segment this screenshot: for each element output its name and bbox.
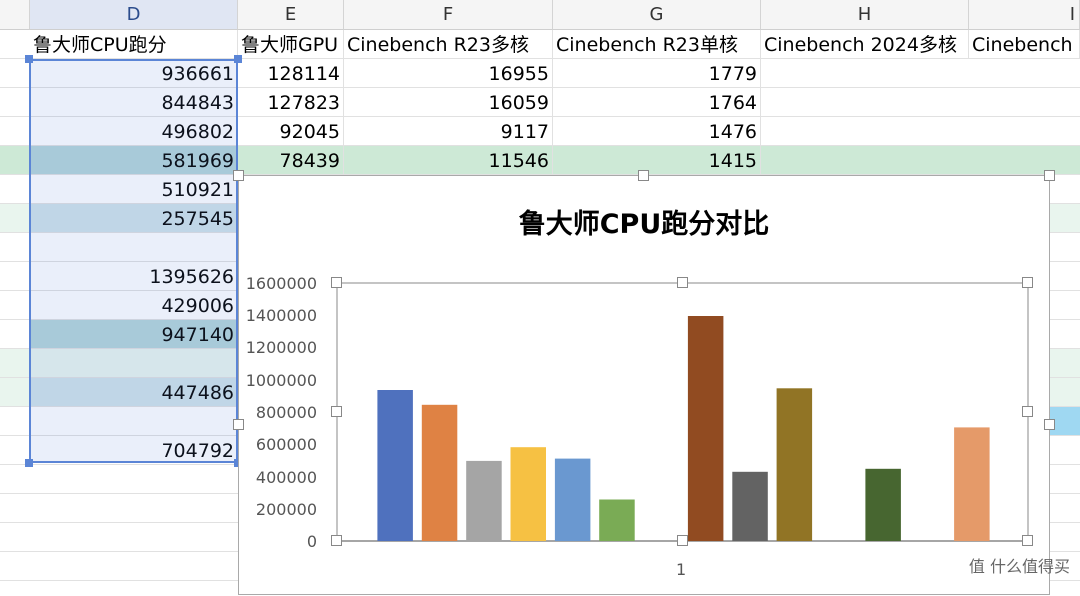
- cell-d[interactable]: 581969: [30, 146, 238, 174]
- cell-e-header[interactable]: 鲁大师GPU: [238, 30, 344, 58]
- cell-f[interactable]: 16059: [344, 88, 553, 116]
- table-row: 581969 78439 11546 1415: [0, 146, 1080, 175]
- cell-d[interactable]: 429006: [30, 291, 238, 319]
- cell-e[interactable]: 92045: [238, 117, 344, 145]
- cell-d[interactable]: 704792: [30, 436, 238, 464]
- chart-object[interactable]: 鲁大师CPU跑分对比 1600000 1400000 1200000 10000…: [233, 170, 1055, 595]
- bar[interactable]: [510, 447, 547, 541]
- bar[interactable]: [687, 316, 724, 541]
- chart-title: 鲁大师CPU跑分对比: [518, 209, 770, 240]
- bar[interactable]: [421, 404, 458, 541]
- chart-handle[interactable]: [233, 170, 244, 181]
- bar[interactable]: [776, 388, 813, 541]
- column-header-g[interactable]: G: [553, 0, 761, 30]
- cell-d[interactable]: 947140: [30, 320, 238, 348]
- y-tick-label: 800000: [255, 403, 317, 422]
- cell-d[interactable]: 1395626: [30, 262, 238, 290]
- bar[interactable]: [599, 499, 635, 542]
- cell-f[interactable]: 9117: [344, 117, 553, 145]
- highlighted-cell[interactable]: [1050, 407, 1080, 435]
- chart-handle[interactable]: [1044, 170, 1055, 181]
- bar[interactable]: [377, 390, 413, 541]
- cell-d[interactable]: [30, 233, 238, 261]
- y-tick-label: 600000: [255, 435, 317, 454]
- cell-d[interactable]: 496802: [30, 117, 238, 145]
- cell-h-header[interactable]: Cinebench 2024多核: [761, 30, 969, 58]
- y-tick-label: 1600000: [245, 274, 317, 293]
- chart-handle[interactable]: [638, 170, 649, 181]
- y-tick-label: 0: [306, 532, 317, 551]
- cell-g[interactable]: 1779: [553, 59, 761, 87]
- y-tick-label: 1400000: [245, 306, 317, 325]
- plot-handle[interactable]: [677, 277, 688, 288]
- plot-handle[interactable]: [1022, 406, 1033, 417]
- bar[interactable]: [554, 458, 591, 541]
- selection-handle-top-left[interactable]: [25, 55, 33, 63]
- cell-e[interactable]: 128114: [238, 59, 344, 87]
- table-row: 936661 128114 16955 1779: [0, 59, 1080, 88]
- table-row: 844843 127823 16059 1764: [0, 88, 1080, 117]
- cell-g[interactable]: 1476: [553, 117, 761, 145]
- cell-d[interactable]: [30, 349, 238, 377]
- header-row: 鲁大师CPU跑分 鲁大师GPU Cinebench R23多核 Cinebenc…: [0, 30, 1080, 59]
- cell-d-header[interactable]: 鲁大师CPU跑分: [30, 30, 238, 58]
- y-tick-label: 1000000: [245, 371, 317, 390]
- y-tick-label: 200000: [255, 500, 317, 519]
- x-tick-label: 1: [676, 560, 687, 579]
- plot-handle[interactable]: [1022, 277, 1033, 288]
- plot-handle[interactable]: [331, 535, 342, 546]
- plot-handle[interactable]: [677, 535, 688, 546]
- bar[interactable]: [954, 427, 990, 541]
- corner-cell[interactable]: [0, 0, 30, 30]
- cell-g-header[interactable]: Cinebench R23单核: [553, 30, 761, 58]
- cell-d[interactable]: 257545: [30, 204, 238, 232]
- plot-handle[interactable]: [331, 406, 342, 417]
- bar[interactable]: [466, 460, 502, 541]
- chart-handle[interactable]: [1044, 419, 1055, 430]
- plot-area: [336, 282, 1029, 542]
- cell-d[interactable]: 844843: [30, 88, 238, 116]
- cell-g[interactable]: 1415: [553, 146, 761, 174]
- cell-f[interactable]: 11546: [344, 146, 553, 174]
- cell-e[interactable]: 127823: [238, 88, 344, 116]
- cell-f-header[interactable]: Cinebench R23多核: [344, 30, 553, 58]
- watermark: 值 什么值得买: [968, 557, 1070, 576]
- plot-handle[interactable]: [1022, 535, 1033, 546]
- column-header-i[interactable]: I: [969, 0, 1080, 30]
- bar[interactable]: [732, 471, 768, 541]
- cell-d[interactable]: 447486: [30, 378, 238, 406]
- cell-g[interactable]: 1764: [553, 88, 761, 116]
- table-row: 947140: [0, 320, 1080, 349]
- column-header-h[interactable]: H: [761, 0, 969, 30]
- selection-handle-bottom-left[interactable]: [25, 459, 33, 467]
- cell-f[interactable]: 16955: [344, 59, 553, 87]
- cell-e[interactable]: 78439: [238, 146, 344, 174]
- cell-i-header[interactable]: Cinebench 2: [969, 30, 1080, 58]
- cell-d[interactable]: 936661: [30, 59, 238, 87]
- cell-d[interactable]: [30, 407, 238, 435]
- column-header-e[interactable]: E: [238, 0, 344, 30]
- selection-handle-top-right[interactable]: [234, 55, 242, 63]
- column-header-f[interactable]: F: [344, 0, 553, 30]
- chart-handle[interactable]: [233, 419, 244, 430]
- table-row: 496802 92045 9117 1476: [0, 117, 1080, 146]
- y-tick-label: 400000: [255, 468, 317, 487]
- bar[interactable]: [865, 468, 901, 541]
- column-header-d[interactable]: D: [30, 0, 238, 30]
- plot-handle[interactable]: [331, 277, 342, 288]
- cell-d[interactable]: 510921: [30, 175, 238, 203]
- y-tick-label: 1200000: [245, 338, 317, 357]
